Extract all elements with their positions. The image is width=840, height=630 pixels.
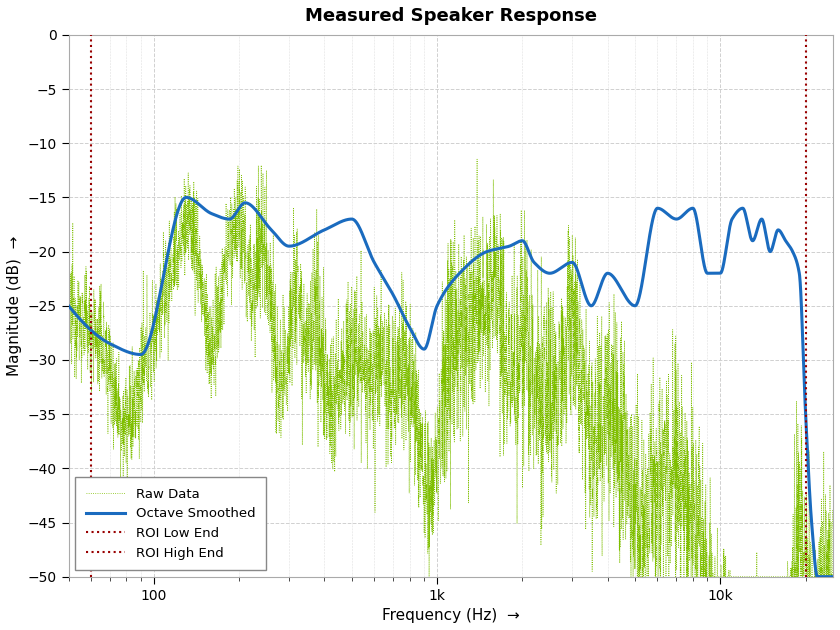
- Raw Data: [64, 307, 74, 315]
- Raw Data: [424, 573, 434, 580]
- Octave Smoothed: [767, 246, 777, 253]
- Y-axis label: Magnitude (dB)  →: Magnitude (dB) →: [7, 236, 22, 376]
- Octave Smoothed: [181, 193, 192, 201]
- Octave Smoothed: [427, 321, 437, 328]
- Raw Data: [767, 573, 777, 580]
- Raw Data: [391, 411, 401, 418]
- Octave Smoothed: [64, 302, 74, 309]
- Raw Data: [828, 524, 838, 532]
- Octave Smoothed: [828, 573, 838, 580]
- Title: Measured Speaker Response: Measured Speaker Response: [305, 7, 596, 25]
- Octave Smoothed: [805, 491, 815, 498]
- ROI High End: [801, 31, 811, 38]
- Line: Octave Smoothed: Octave Smoothed: [69, 197, 833, 576]
- Raw Data: [472, 156, 482, 163]
- ROI High End: [801, 20, 811, 28]
- Octave Smoothed: [619, 290, 629, 298]
- ROI Low End: [86, 20, 96, 28]
- Line: Raw Data: Raw Data: [69, 159, 833, 576]
- Raw Data: [427, 494, 437, 501]
- X-axis label: Frequency (Hz)  →: Frequency (Hz) →: [382, 608, 520, 623]
- Octave Smoothed: [391, 297, 401, 304]
- ROI Low End: [86, 31, 96, 38]
- Raw Data: [385, 321, 395, 328]
- Raw Data: [619, 405, 629, 413]
- Raw Data: [805, 573, 815, 580]
- Legend: Raw Data, Octave Smoothed, ROI Low End, ROI High End: Raw Data, Octave Smoothed, ROI Low End, …: [75, 477, 266, 570]
- Octave Smoothed: [812, 573, 822, 580]
- Octave Smoothed: [385, 285, 395, 293]
